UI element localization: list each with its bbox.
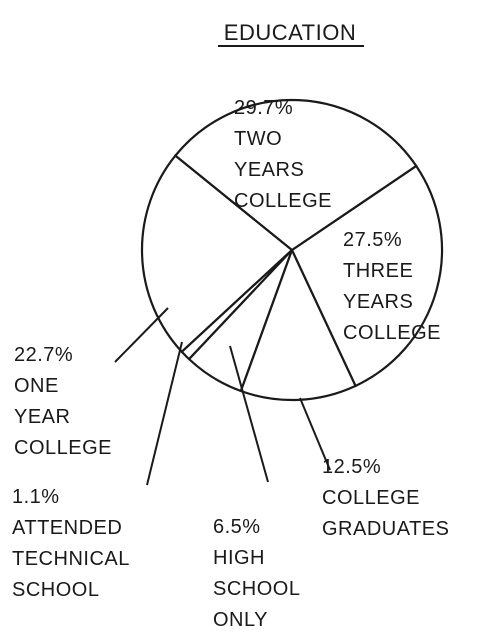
value-label: 6.5% — [213, 516, 261, 538]
leader-line — [146, 341, 183, 486]
pie-slice — [140, 154, 294, 354]
value-label: 27.5% — [343, 229, 402, 251]
value-label: 22.7% — [14, 344, 73, 366]
category-label: ONE — [14, 375, 59, 397]
category-label: ONLY — [213, 609, 268, 631]
category-label: SCHOOL — [12, 579, 99, 601]
leader-line — [114, 307, 169, 363]
pie-slice — [239, 247, 358, 402]
pie-slice — [290, 164, 444, 388]
category-label: TWO — [234, 128, 282, 150]
value-label: 29.7% — [234, 97, 293, 119]
category-label: YEARS — [343, 291, 413, 313]
category-label: GRADUATES — [322, 518, 449, 540]
value-label: 1.1% — [12, 486, 60, 508]
chart-title: EDUCATION — [224, 20, 356, 45]
pie-slice — [173, 98, 418, 252]
value-label: 12.5% — [322, 456, 381, 478]
category-label: COLLEGE — [14, 437, 112, 459]
category-label: HIGH — [213, 547, 265, 569]
category-label: THREE — [343, 260, 413, 282]
category-label: COLLEGE — [322, 487, 420, 509]
leader-line — [229, 345, 269, 483]
category-label: TECHNICAL — [12, 548, 130, 570]
category-label: YEAR — [14, 406, 70, 428]
category-label: SCHOOL — [213, 578, 300, 600]
category-label: COLLEGE — [343, 322, 441, 344]
category-label: COLLEGE — [234, 190, 332, 212]
category-label: ATTENDED — [12, 517, 122, 539]
category-label: YEARS — [234, 159, 304, 181]
leader-line — [299, 397, 331, 471]
